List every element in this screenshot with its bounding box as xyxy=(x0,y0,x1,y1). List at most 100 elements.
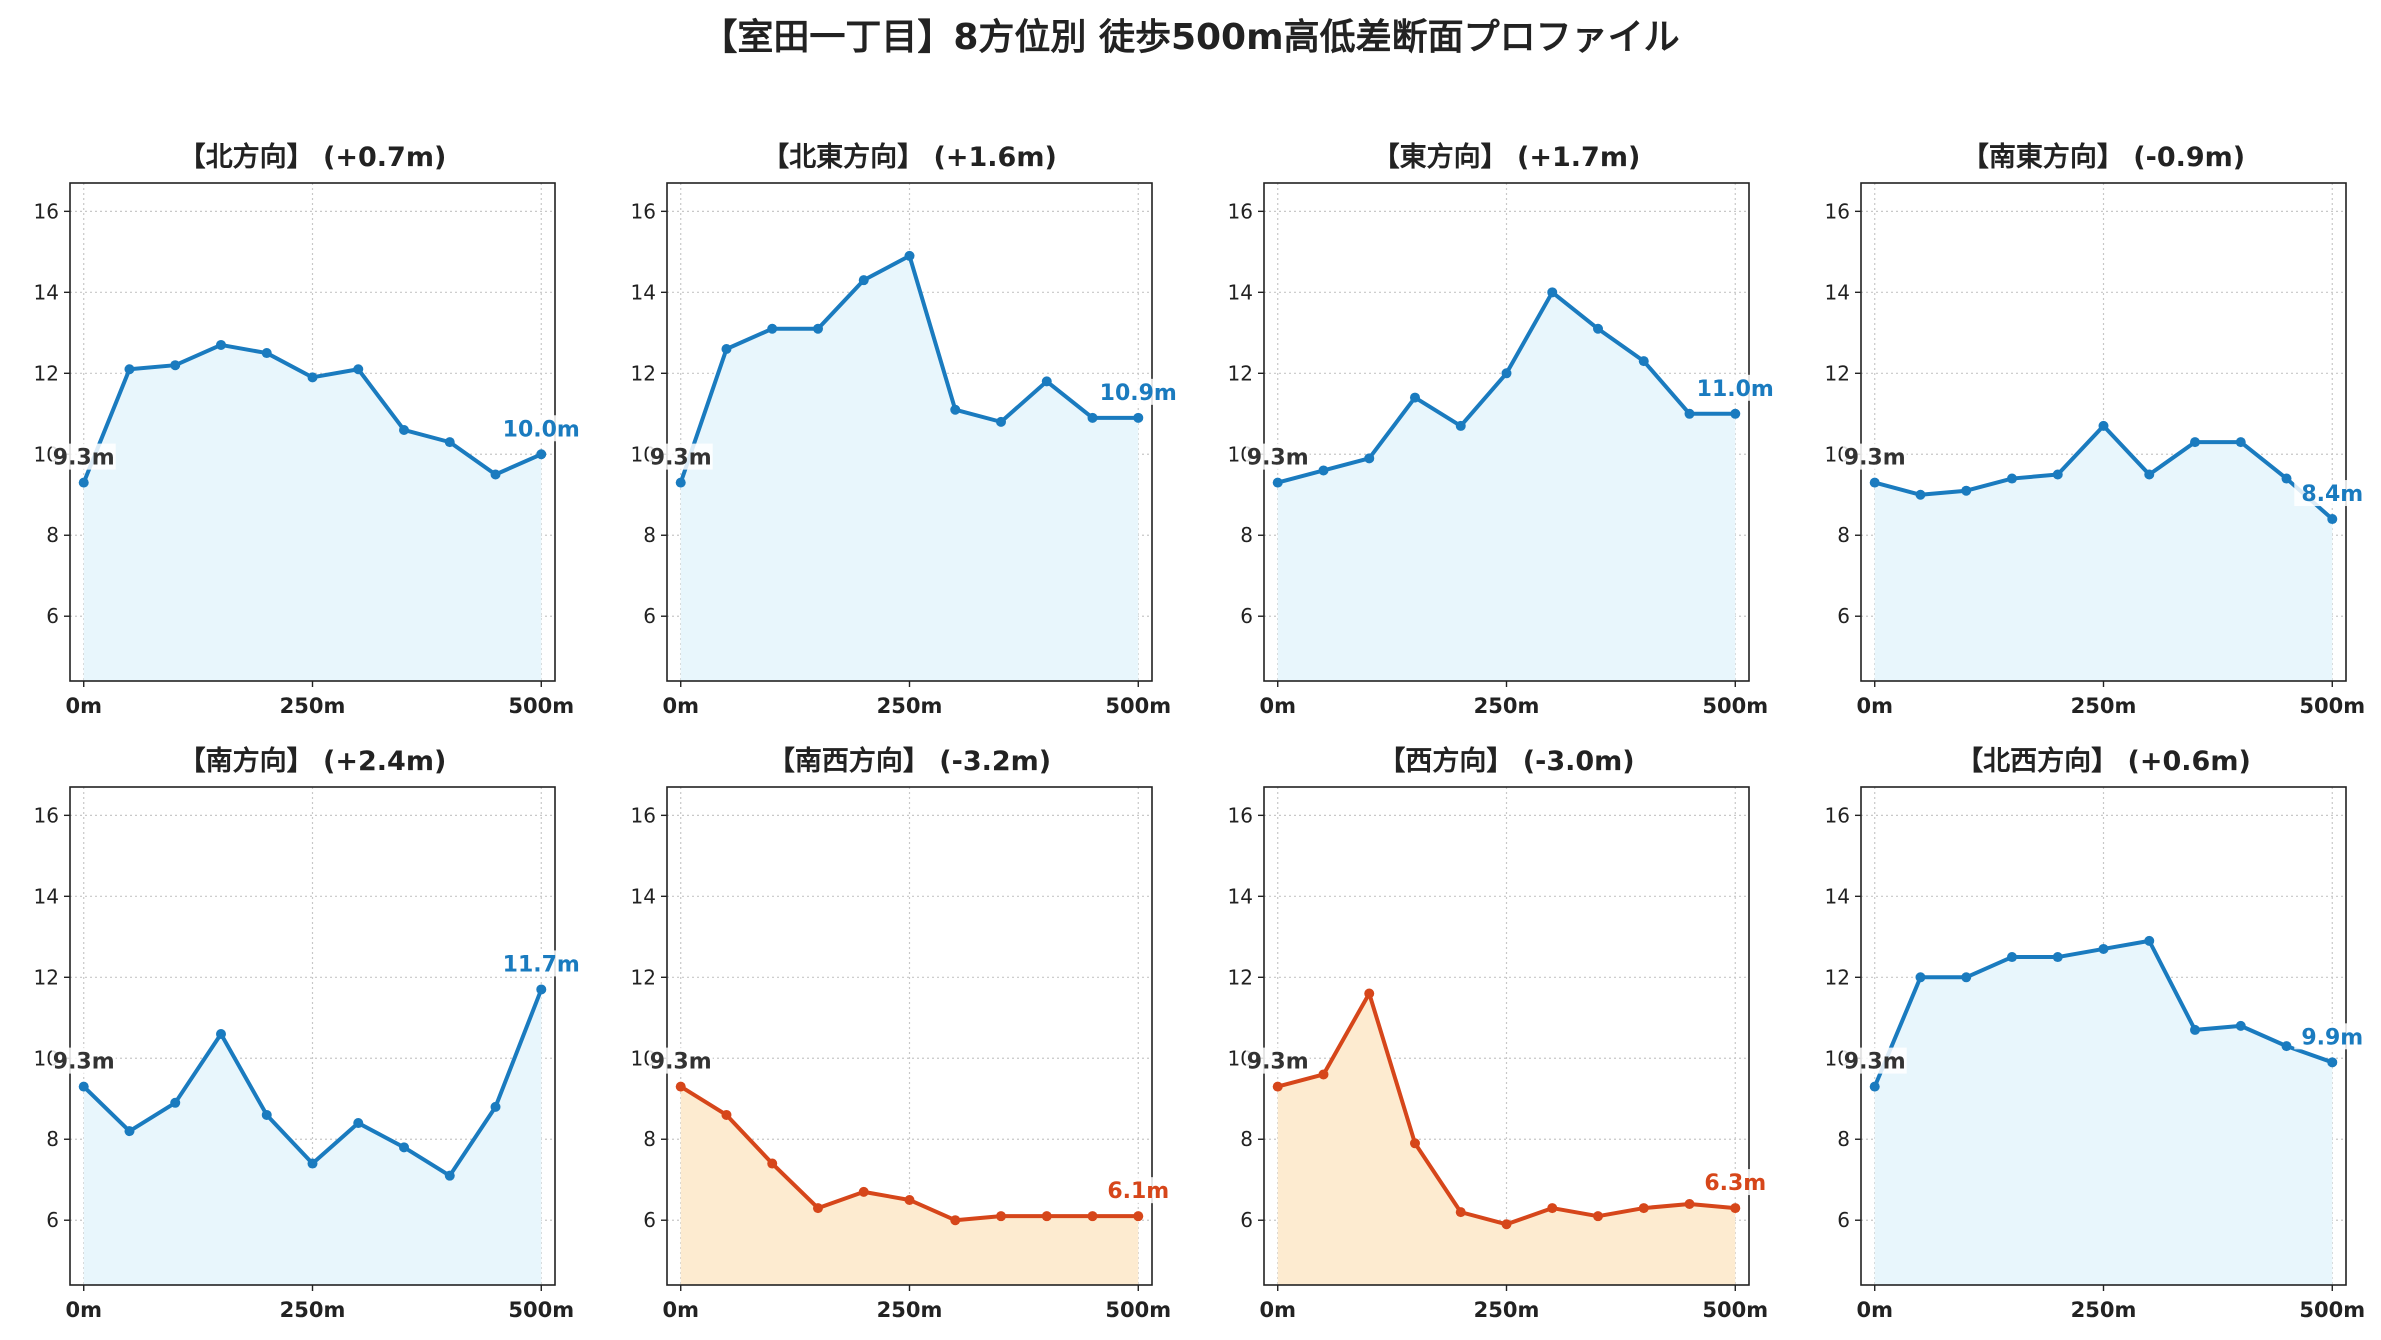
start-value-label: 9.3m xyxy=(1247,446,1309,471)
data-point xyxy=(950,404,961,415)
data-point xyxy=(1684,1199,1695,1210)
data-point xyxy=(1684,408,1695,419)
data-point xyxy=(1133,1211,1144,1222)
data-point xyxy=(124,1126,135,1137)
x-tick-label: 0m xyxy=(1259,1298,1296,1322)
y-tick-label: 12 xyxy=(1228,361,1253,385)
data-point xyxy=(490,1101,501,1112)
y-tick-label: 6 xyxy=(1240,604,1253,628)
data-point xyxy=(2098,943,2109,954)
x-tick-label: 0m xyxy=(662,1298,699,1322)
y-tick-label: 12 xyxy=(1825,361,1850,385)
x-tick-label: 250m xyxy=(877,694,943,718)
chart-title: 【南西方向】 (-3.2m) xyxy=(768,745,1051,777)
data-point xyxy=(353,1118,364,1129)
y-tick-label: 14 xyxy=(631,884,656,908)
y-tick-label: 8 xyxy=(1240,523,1253,547)
data-point xyxy=(2281,1041,2292,1052)
data-point xyxy=(1318,1069,1329,1080)
y-tick-label: 14 xyxy=(631,280,656,304)
start-value-label: 9.3m xyxy=(1844,446,1906,471)
y-tick-label: 8 xyxy=(1837,523,1850,547)
data-point xyxy=(1409,1138,1420,1149)
x-tick-label: 250m xyxy=(2071,694,2137,718)
data-point xyxy=(996,416,1007,427)
y-tick-label: 8 xyxy=(46,523,59,547)
data-point xyxy=(536,984,547,995)
end-value-label: 11.0m xyxy=(1697,377,1774,402)
end-value-label: 10.9m xyxy=(1100,381,1177,406)
area-fill xyxy=(83,989,542,1285)
y-tick-label: 6 xyxy=(46,1208,59,1232)
data-point xyxy=(675,477,686,488)
data-point xyxy=(307,372,318,383)
x-tick-label: 250m xyxy=(1474,1298,1540,1322)
data-point xyxy=(721,1109,732,1120)
start-label-bg xyxy=(648,443,713,470)
data-point xyxy=(1869,1081,1880,1092)
x-tick-label: 500m xyxy=(1105,1298,1171,1322)
data-point xyxy=(812,323,823,334)
data-point xyxy=(2006,952,2017,963)
start-label-bg xyxy=(1245,1047,1310,1074)
y-tick-label: 16 xyxy=(1825,199,1850,223)
x-tick-label: 250m xyxy=(2071,1298,2137,1322)
area-fill xyxy=(1277,993,1736,1285)
data-point xyxy=(1730,1203,1741,1214)
x-tick-label: 250m xyxy=(280,694,346,718)
x-tick-label: 0m xyxy=(1259,694,1296,718)
y-tick-label: 14 xyxy=(34,280,59,304)
data-point xyxy=(2190,1024,2201,1035)
end-label-bg xyxy=(2294,480,2371,507)
y-tick-label: 16 xyxy=(34,803,59,827)
start-value-label: 9.3m xyxy=(1844,1050,1906,1075)
data-point xyxy=(1638,1203,1649,1214)
start-label-bg xyxy=(648,1047,713,1074)
data-point xyxy=(170,1097,181,1108)
data-point xyxy=(950,1215,961,1226)
end-value-label: 9.9m xyxy=(2301,1025,2363,1050)
end-label-bg xyxy=(503,415,580,442)
y-tick-label: 14 xyxy=(1825,280,1850,304)
data-point xyxy=(1041,376,1052,387)
x-tick-label: 500m xyxy=(508,1298,574,1322)
data-point xyxy=(2144,469,2155,480)
area-fill xyxy=(1874,425,2333,681)
data-point xyxy=(1869,477,1880,488)
data-point xyxy=(2235,437,2246,448)
x-tick-label: 250m xyxy=(1474,694,1540,718)
data-point xyxy=(399,1142,410,1153)
chart-title: 【北西方向】 (+0.6m) xyxy=(1956,745,2251,777)
area-fill xyxy=(1874,940,2333,1285)
end-value-label: 11.7m xyxy=(503,952,580,977)
data-point xyxy=(1961,972,1972,983)
data-point xyxy=(1409,392,1420,403)
y-tick-label: 16 xyxy=(631,803,656,827)
y-tick-label: 16 xyxy=(631,199,656,223)
y-tick-label: 6 xyxy=(1837,604,1850,628)
y-tick-label: 12 xyxy=(34,965,59,989)
x-tick-label: 0m xyxy=(1856,694,1893,718)
data-point xyxy=(399,424,410,435)
main-title: 【室田一丁目】8方位別 徒歩500m高低差断面プロファイル xyxy=(701,17,1680,58)
data-point xyxy=(1638,356,1649,367)
end-label-bg xyxy=(1100,378,1177,405)
start-value-label: 9.3m xyxy=(53,1050,115,1075)
data-point xyxy=(1961,485,1972,496)
data-point xyxy=(1364,453,1375,464)
data-point xyxy=(1364,988,1375,999)
data-point xyxy=(1455,1207,1466,1218)
data-point xyxy=(812,1203,823,1214)
y-tick-label: 8 xyxy=(1240,1127,1253,1151)
data-point xyxy=(1455,420,1466,431)
y-tick-label: 16 xyxy=(34,199,59,223)
data-point xyxy=(675,1081,686,1092)
data-point xyxy=(904,1194,915,1205)
end-label-bg xyxy=(2294,1023,2371,1050)
x-tick-label: 500m xyxy=(508,694,574,718)
chart-title: 【西方向】 (-3.0m) xyxy=(1378,745,1634,777)
